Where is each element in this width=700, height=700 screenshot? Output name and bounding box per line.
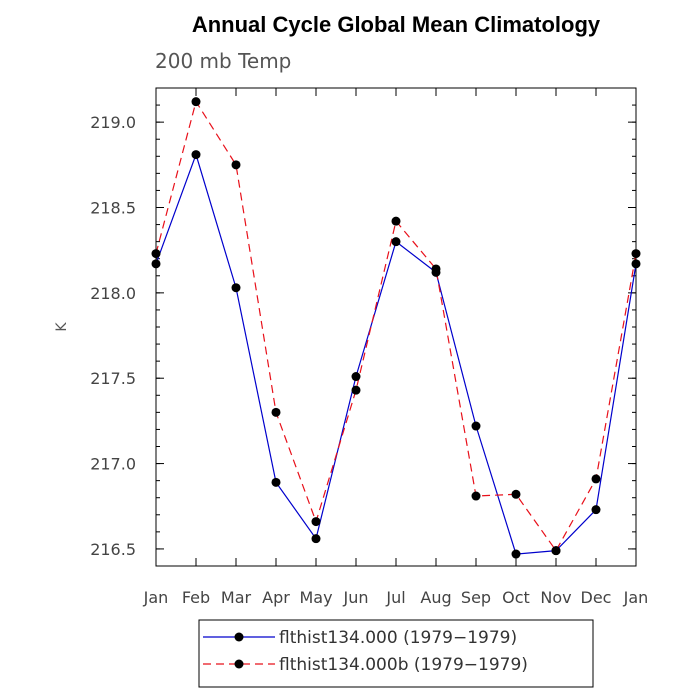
series-1-point [151, 259, 161, 269]
chart-title: Annual Cycle Global Mean Climatology [192, 12, 601, 37]
x-tick-label: Aug [420, 588, 451, 607]
y-tick-label: 219.0 [90, 113, 136, 132]
x-tick-label: Dec [581, 588, 612, 607]
y-tick-label: 217.0 [90, 455, 136, 474]
series-2-point [471, 491, 481, 501]
legend-label-1: flthist134.000 (1979−1979) [279, 628, 517, 648]
x-tick-label: May [299, 588, 332, 607]
x-tick-label: Nov [540, 588, 571, 607]
series-1-point [351, 372, 361, 382]
x-tick-label: Oct [502, 588, 530, 607]
series-layer [151, 97, 641, 559]
x-tick-label: Jul [385, 588, 405, 607]
series-2-point [311, 517, 321, 527]
y-ticks: 216.5 217.0 217.5 218.0 218.5 219.0 [90, 87, 636, 559]
series-2-point [351, 385, 361, 395]
y-axis-label: K [54, 322, 70, 332]
legend-marker-1 [234, 632, 244, 642]
series-2-point [391, 216, 401, 226]
series-line-2 [155, 100, 637, 552]
x-tick-label: Jan [623, 588, 649, 607]
series-1-point [511, 549, 521, 559]
series-2-point [431, 264, 441, 274]
series-1-point [471, 421, 481, 431]
series-1-point [391, 237, 401, 247]
series-1-point [271, 477, 281, 487]
x-tick-label: Feb [182, 588, 210, 607]
series-2-point [231, 160, 241, 170]
series-2-point [271, 407, 281, 417]
x-tick-label: Jan [143, 588, 169, 607]
y-tick-label: 218.0 [90, 284, 136, 303]
series-2-point [591, 474, 601, 484]
series-1-point [191, 150, 201, 160]
series-2-point [191, 97, 201, 107]
x-tick-label: Mar [221, 588, 252, 607]
y-tick-label: 217.5 [90, 369, 136, 388]
x-tick-label: Apr [262, 588, 290, 607]
series-line-1 [155, 152, 637, 555]
legend-marker-2 [234, 659, 244, 669]
series-2-point [511, 489, 521, 499]
y-tick-label: 216.5 [90, 540, 136, 559]
series-1-point [591, 505, 601, 515]
series-1-point [231, 283, 241, 293]
plot-frame [155, 87, 637, 567]
series-2-point [631, 249, 641, 259]
x-ticks: Jan Feb Mar Apr May Jun Jul Aug Sep Oct Nov Dec Jan [143, 88, 649, 607]
series-2-point [551, 546, 561, 556]
chart-subtitle: 200 mb Temp [155, 49, 291, 73]
legend: flthist134.000 (1979−1979) flthist134.000… [198, 619, 594, 688]
series-2-point [151, 249, 161, 259]
x-tick-label: Jun [343, 588, 369, 607]
legend-label-2: flthist134.000b (1979−1979) [279, 655, 528, 675]
legend-box [198, 619, 594, 688]
series-1-point [631, 259, 641, 269]
series-1-point [311, 534, 321, 544]
y-tick-label: 218.5 [90, 199, 136, 218]
x-tick-label: Sep [461, 588, 491, 607]
